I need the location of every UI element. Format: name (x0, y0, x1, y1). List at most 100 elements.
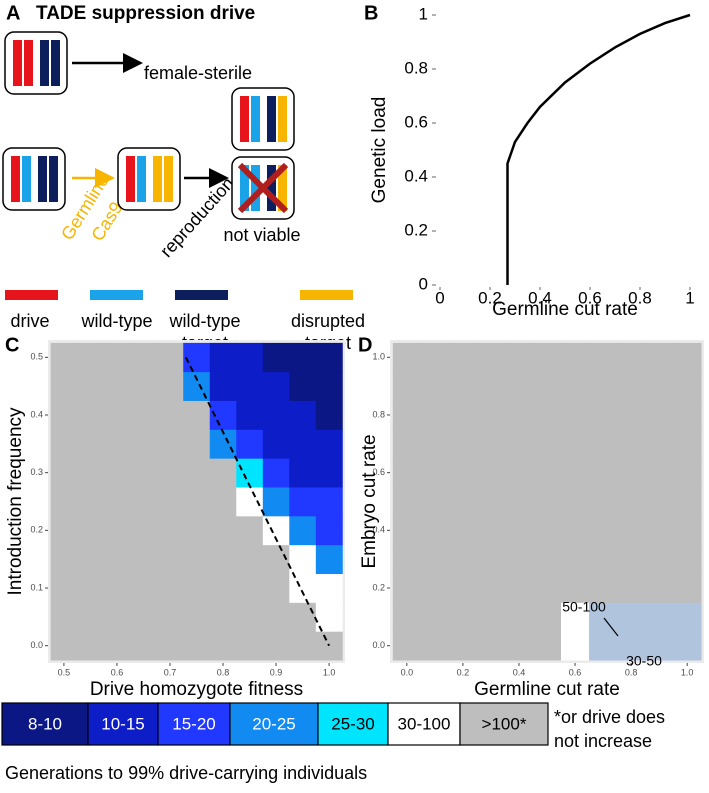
heat-cell (77, 631, 105, 661)
heat-cell (589, 429, 618, 459)
chromosome-bar (22, 156, 31, 202)
heat-cell (673, 342, 702, 373)
heat-cell (645, 602, 674, 632)
legend-label: disrupted (291, 311, 365, 331)
heat-cell (103, 429, 131, 459)
heat-cell (289, 487, 317, 517)
heat-cell (617, 429, 646, 459)
heat-cell (156, 371, 184, 401)
legend-label: 8-10 (28, 714, 62, 733)
heat-cell (589, 371, 618, 401)
heat-cell (532, 342, 562, 373)
heat-cell (130, 573, 158, 603)
outcome-label: female-sterile (144, 63, 252, 83)
y-tick-label: 0.6 (404, 112, 428, 131)
legend-swatch (1, 702, 89, 746)
heat-cell (420, 371, 450, 401)
heat-cell (448, 429, 478, 459)
legend-swatch (300, 290, 353, 300)
panel-label: D (358, 334, 372, 356)
heat-cell (589, 631, 618, 661)
heat-cell (103, 515, 131, 546)
heat-cell (236, 487, 264, 517)
x-tick-label: 0.4 (513, 667, 526, 677)
annotation-leader (603, 617, 619, 637)
heat-cell (645, 573, 674, 603)
heat-cell (392, 400, 422, 430)
heat-cell (448, 631, 478, 661)
heat-cell (103, 602, 131, 632)
legend-label: drive (10, 311, 49, 331)
annotation: 30-50 (626, 653, 662, 669)
heat-cell (645, 544, 674, 574)
y-tick-label: 1.0 (372, 352, 385, 362)
heat-cell (156, 487, 184, 517)
heat-cell (476, 573, 506, 603)
heat-cell (532, 573, 562, 603)
legend-label: wild-type (168, 311, 240, 331)
heat-cell (673, 371, 702, 401)
chromosome-bar (40, 40, 49, 86)
heat-cell (236, 573, 264, 603)
heat-cell (504, 429, 534, 459)
legend-swatch (459, 702, 549, 746)
heat-cell (103, 458, 131, 488)
heat-cell (50, 400, 78, 430)
heat-cell (673, 602, 702, 632)
heat-cell (504, 631, 534, 661)
diagram-title: TADE suppression drive (36, 3, 255, 24)
heat-cell (315, 631, 343, 661)
heat-cell (476, 631, 506, 661)
heat-cell (476, 458, 506, 488)
chromosome-bar (126, 156, 135, 202)
y-tick-label: 0.0 (372, 640, 385, 650)
heat-cell (77, 602, 105, 632)
heat-cell (50, 342, 78, 373)
heat-cell (156, 400, 184, 430)
heat-cell (236, 342, 264, 373)
heat-cell (77, 371, 105, 401)
y-tick-label: 0.8 (404, 58, 428, 77)
chromosome-bar (240, 165, 249, 211)
heat-cell (183, 487, 211, 517)
heat-cell (617, 631, 646, 661)
heat-cell (561, 342, 590, 373)
heat-cell (236, 602, 264, 632)
x-tick-label: 0.9 (270, 667, 283, 677)
heat-cell (315, 458, 343, 488)
panel-label: C (5, 334, 19, 356)
heat-cell (673, 458, 702, 488)
chromosome-bar (24, 40, 33, 86)
heat-cell (420, 429, 450, 459)
heat-cell (262, 371, 290, 401)
legend-label: wild-type (80, 311, 152, 331)
heat-cell (262, 342, 290, 373)
heat-cell (532, 429, 562, 459)
heat-cell (156, 602, 184, 632)
heat-cell (262, 487, 290, 517)
heat-cell (645, 515, 674, 546)
heat-cell (130, 544, 158, 574)
heat-cell (103, 342, 131, 373)
heat-cell (645, 400, 674, 430)
heat-cell (50, 487, 78, 517)
heat-cell (392, 429, 422, 459)
heat-cell (420, 631, 450, 661)
heat-cell (103, 487, 131, 517)
heat-cell (50, 544, 78, 574)
chromosome-bar (278, 165, 287, 211)
x-tick-label: 0.2 (478, 288, 502, 307)
heat-cell (673, 544, 702, 574)
heat-cell (50, 602, 78, 632)
heat-cell (532, 371, 562, 401)
heat-cell (156, 544, 184, 574)
heat-cell (183, 515, 211, 546)
heat-cell (504, 342, 534, 373)
heat-cell (130, 400, 158, 430)
chromosome-bar (240, 96, 249, 142)
cross (237, 162, 289, 214)
y-tick-label: 1 (419, 4, 428, 23)
heat-cell (448, 400, 478, 430)
legend-label: 25-30 (331, 714, 374, 733)
heat-cell (77, 487, 105, 517)
